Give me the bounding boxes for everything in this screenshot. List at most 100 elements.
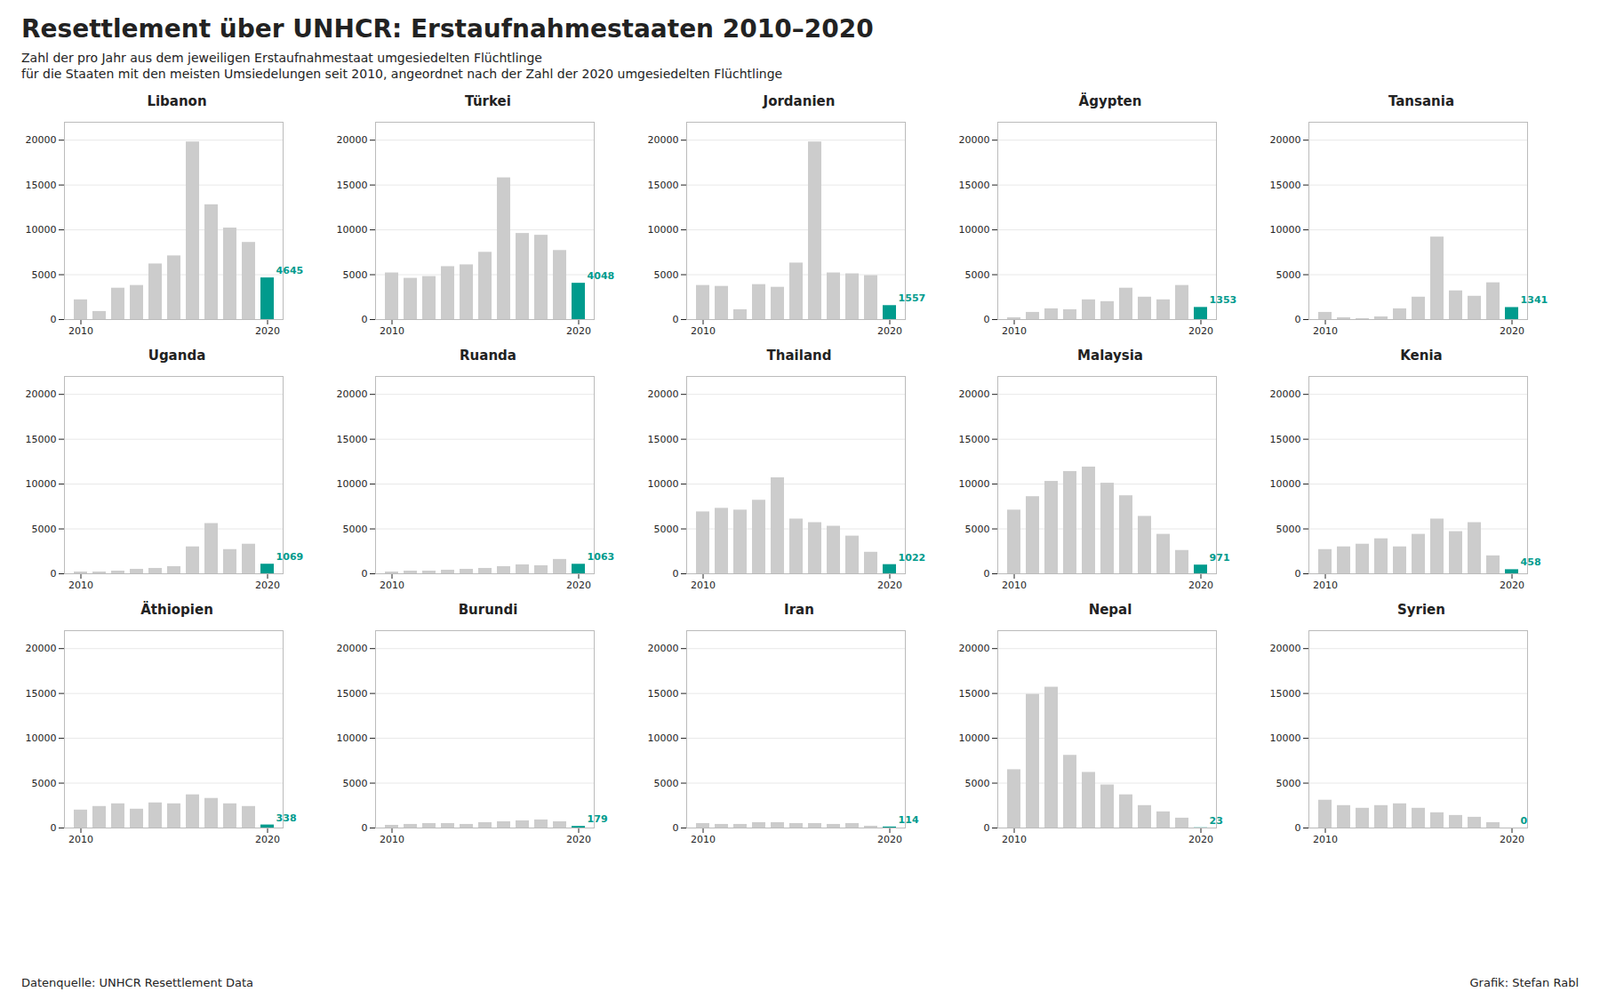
svg-text:2010: 2010 bbox=[68, 833, 94, 846]
svg-text:15000: 15000 bbox=[648, 179, 680, 192]
svg-text:2020: 2020 bbox=[1499, 579, 1525, 592]
svg-text:0: 0 bbox=[361, 568, 368, 580]
svg-text:15000: 15000 bbox=[25, 688, 57, 700]
svg-text:5000: 5000 bbox=[654, 777, 680, 790]
svg-text:10000: 10000 bbox=[1270, 478, 1302, 490]
svg-text:5000: 5000 bbox=[965, 777, 991, 790]
svg-text:10000: 10000 bbox=[959, 224, 991, 236]
svg-text:20000: 20000 bbox=[648, 642, 680, 655]
svg-text:0: 0 bbox=[1295, 313, 1302, 326]
svg-text:15000: 15000 bbox=[648, 688, 680, 700]
svg-text:10000: 10000 bbox=[336, 224, 368, 236]
svg-text:5000: 5000 bbox=[1276, 523, 1302, 536]
svg-text:2020: 2020 bbox=[255, 833, 280, 846]
svg-text:2020: 2020 bbox=[255, 325, 280, 337]
svg-text:20000: 20000 bbox=[336, 388, 368, 400]
svg-text:2020: 2020 bbox=[877, 833, 903, 846]
svg-text:0: 0 bbox=[672, 568, 680, 580]
svg-text:23: 23 bbox=[1209, 815, 1224, 827]
svg-text:15000: 15000 bbox=[1270, 179, 1302, 192]
svg-text:2020: 2020 bbox=[255, 579, 280, 592]
svg-text:458: 458 bbox=[1520, 556, 1542, 568]
svg-text:20000: 20000 bbox=[336, 642, 368, 655]
svg-text:10000: 10000 bbox=[648, 732, 680, 744]
svg-text:2010: 2010 bbox=[379, 833, 405, 846]
svg-text:5000: 5000 bbox=[654, 523, 680, 536]
svg-text:0: 0 bbox=[672, 822, 680, 834]
svg-text:2010: 2010 bbox=[1001, 833, 1027, 846]
svg-text:1022: 1022 bbox=[898, 552, 927, 564]
svg-text:10000: 10000 bbox=[336, 478, 368, 490]
svg-text:2010: 2010 bbox=[1001, 579, 1027, 592]
svg-text:2010: 2010 bbox=[1312, 325, 1338, 337]
svg-text:20000: 20000 bbox=[648, 388, 680, 400]
svg-text:5000: 5000 bbox=[32, 777, 57, 790]
svg-text:20000: 20000 bbox=[25, 388, 57, 400]
svg-text:5000: 5000 bbox=[343, 523, 368, 536]
svg-text:2020: 2020 bbox=[1188, 833, 1214, 846]
svg-text:2020: 2020 bbox=[566, 325, 592, 337]
svg-text:5000: 5000 bbox=[654, 269, 680, 281]
svg-text:1341: 1341 bbox=[1520, 294, 1549, 306]
svg-text:20000: 20000 bbox=[336, 134, 368, 146]
svg-text:15000: 15000 bbox=[336, 688, 368, 700]
svg-text:5000: 5000 bbox=[343, 269, 368, 281]
svg-text:15000: 15000 bbox=[25, 433, 57, 446]
svg-text:2010: 2010 bbox=[68, 579, 94, 592]
svg-text:15000: 15000 bbox=[25, 179, 57, 192]
svg-text:10000: 10000 bbox=[959, 478, 991, 490]
svg-text:5000: 5000 bbox=[1276, 777, 1302, 790]
svg-text:0: 0 bbox=[984, 822, 991, 834]
svg-text:20000: 20000 bbox=[1270, 388, 1302, 400]
svg-text:2020: 2020 bbox=[1499, 833, 1525, 846]
svg-text:2020: 2020 bbox=[566, 579, 592, 592]
svg-text:2020: 2020 bbox=[1499, 325, 1525, 337]
svg-text:20000: 20000 bbox=[25, 642, 57, 655]
svg-text:2020: 2020 bbox=[877, 325, 903, 337]
svg-text:2020: 2020 bbox=[877, 579, 903, 592]
svg-text:0: 0 bbox=[361, 313, 368, 326]
svg-text:1069: 1069 bbox=[276, 551, 304, 563]
svg-text:0: 0 bbox=[361, 822, 368, 834]
svg-text:4645: 4645 bbox=[276, 264, 304, 277]
svg-text:0: 0 bbox=[984, 568, 991, 580]
svg-text:1353: 1353 bbox=[1209, 294, 1238, 306]
svg-text:2010: 2010 bbox=[690, 325, 716, 337]
svg-text:1557: 1557 bbox=[898, 292, 927, 304]
svg-text:20000: 20000 bbox=[959, 134, 991, 146]
svg-text:10000: 10000 bbox=[648, 478, 680, 490]
svg-text:20000: 20000 bbox=[1270, 642, 1302, 655]
svg-text:10000: 10000 bbox=[1270, 732, 1302, 744]
svg-text:15000: 15000 bbox=[336, 433, 368, 446]
svg-text:5000: 5000 bbox=[965, 523, 991, 536]
svg-text:15000: 15000 bbox=[959, 688, 991, 700]
svg-text:15000: 15000 bbox=[648, 433, 680, 446]
svg-text:15000: 15000 bbox=[336, 179, 368, 192]
svg-text:0: 0 bbox=[50, 822, 57, 834]
svg-text:2010: 2010 bbox=[1001, 325, 1027, 337]
svg-text:338: 338 bbox=[276, 812, 297, 824]
svg-text:5000: 5000 bbox=[343, 777, 368, 790]
svg-text:4048: 4048 bbox=[587, 270, 616, 282]
svg-text:5000: 5000 bbox=[1276, 269, 1302, 281]
svg-text:5000: 5000 bbox=[965, 269, 991, 281]
svg-text:2010: 2010 bbox=[1312, 833, 1338, 846]
svg-text:10000: 10000 bbox=[25, 224, 57, 236]
svg-text:2010: 2010 bbox=[68, 325, 94, 337]
svg-text:10000: 10000 bbox=[336, 732, 368, 744]
svg-text:2020: 2020 bbox=[1188, 579, 1214, 592]
svg-text:1063: 1063 bbox=[587, 551, 616, 563]
svg-text:15000: 15000 bbox=[1270, 433, 1302, 446]
svg-text:20000: 20000 bbox=[25, 134, 57, 146]
svg-text:10000: 10000 bbox=[25, 732, 57, 744]
svg-text:10000: 10000 bbox=[959, 732, 991, 744]
svg-text:0: 0 bbox=[1520, 815, 1528, 827]
svg-text:0: 0 bbox=[1295, 822, 1302, 834]
svg-text:2010: 2010 bbox=[690, 579, 716, 592]
svg-text:20000: 20000 bbox=[959, 642, 991, 655]
svg-text:0: 0 bbox=[50, 568, 57, 580]
svg-text:0: 0 bbox=[984, 313, 991, 326]
svg-text:10000: 10000 bbox=[1270, 224, 1302, 236]
svg-text:20000: 20000 bbox=[648, 134, 680, 146]
svg-text:5000: 5000 bbox=[32, 269, 57, 281]
